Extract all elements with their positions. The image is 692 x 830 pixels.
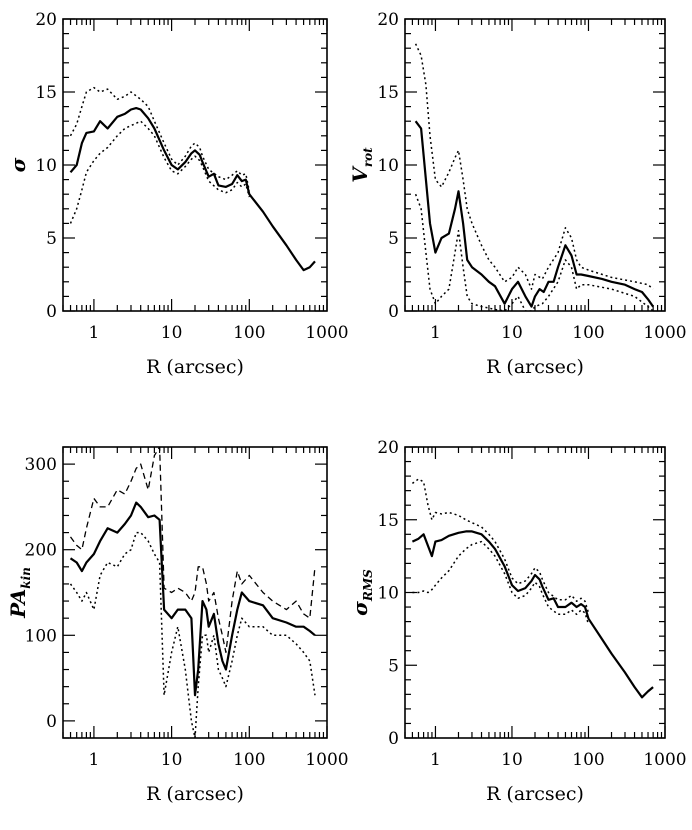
y-tick-label: 0 <box>46 712 57 732</box>
y-axis-label: σ <box>6 157 30 172</box>
series-line-dotted <box>69 86 251 192</box>
x-tick-label: 10 <box>161 323 183 343</box>
series-line-dotted <box>414 193 654 311</box>
y-tick-label: 0 <box>388 302 399 322</box>
y-tick-label: 15 <box>35 83 57 103</box>
x-tick-label: 1000 <box>643 323 686 343</box>
x-axis-label: R (arcsec) <box>486 356 584 378</box>
y-tick-label: 10 <box>377 156 399 176</box>
x-axis-label: R (arcsec) <box>146 783 244 805</box>
series-line-solid <box>69 501 316 697</box>
y-tick-label: 5 <box>388 229 399 249</box>
y-tick-label: 20 <box>35 10 57 30</box>
x-tick-label: 1000 <box>305 750 348 770</box>
x-tick-label: 10 <box>501 750 523 770</box>
x-axis-label: R (arcsec) <box>146 356 244 378</box>
y-tick-label: 0 <box>388 729 399 749</box>
x-tick-label: 1000 <box>643 750 686 770</box>
y-tick-label: 100 <box>25 626 57 646</box>
series-line-solid <box>69 106 316 272</box>
y-tick-label: 10 <box>35 156 57 176</box>
series-line-dotted <box>411 478 590 614</box>
x-tick-label: 1 <box>430 323 441 343</box>
y-tick-label: 0 <box>46 302 57 322</box>
y-tick-label: 300 <box>25 455 57 475</box>
y-tick-label: 15 <box>377 511 399 531</box>
plot-frame <box>404 446 666 739</box>
plot-frame <box>404 18 666 312</box>
y-tick-label: 5 <box>388 656 399 676</box>
x-tick-label: 1 <box>89 750 100 770</box>
series-line-dotted <box>69 120 251 224</box>
y-tick-label: 15 <box>377 83 399 103</box>
y-tick-label: 20 <box>377 438 399 458</box>
x-axis-label: R (arcsec) <box>486 783 584 805</box>
y-tick-label: 5 <box>46 229 57 249</box>
x-tick-label: 100 <box>572 750 604 770</box>
series-line-dotted <box>414 43 654 290</box>
series-line-dashed <box>69 447 316 654</box>
y-tick-label: 10 <box>377 584 399 604</box>
y-axis-label: σRMS <box>348 569 375 616</box>
y-tick-label: 200 <box>25 541 57 561</box>
x-tick-label: 1000 <box>305 323 348 343</box>
plot-frame <box>62 18 328 312</box>
panel-pa-kin: 1 10 100 1000 0 100 200 300 R (arcsec) PAkin <box>6 446 349 805</box>
y-tick-label: 20 <box>377 10 399 30</box>
series-line-dotted <box>412 540 590 625</box>
x-tick-label: 1 <box>89 323 100 343</box>
x-tick-label: 10 <box>161 750 183 770</box>
panel-sigma: 1 10 100 1000 0 5 10 15 20 R (arcsec) σ <box>6 10 349 378</box>
x-tick-label: 100 <box>233 323 265 343</box>
x-tick-label: 1 <box>430 750 441 770</box>
panel-vrot: 1 10 100 1000 0 5 10 15 20 R (arcsec) Vrot <box>348 10 687 378</box>
y-axis-label: Vrot <box>348 147 375 183</box>
x-tick-label: 100 <box>572 323 604 343</box>
y-axis-label: PAkin <box>6 567 33 619</box>
series-line-solid <box>411 530 654 699</box>
panel-sigma-rms: 1 10 100 1000 0 5 10 15 20 R (arcsec) σRMS <box>348 438 687 805</box>
x-tick-label: 10 <box>501 323 523 343</box>
x-tick-label: 100 <box>233 750 265 770</box>
series-line-dotted <box>69 531 316 738</box>
series-line-solid <box>414 120 655 308</box>
